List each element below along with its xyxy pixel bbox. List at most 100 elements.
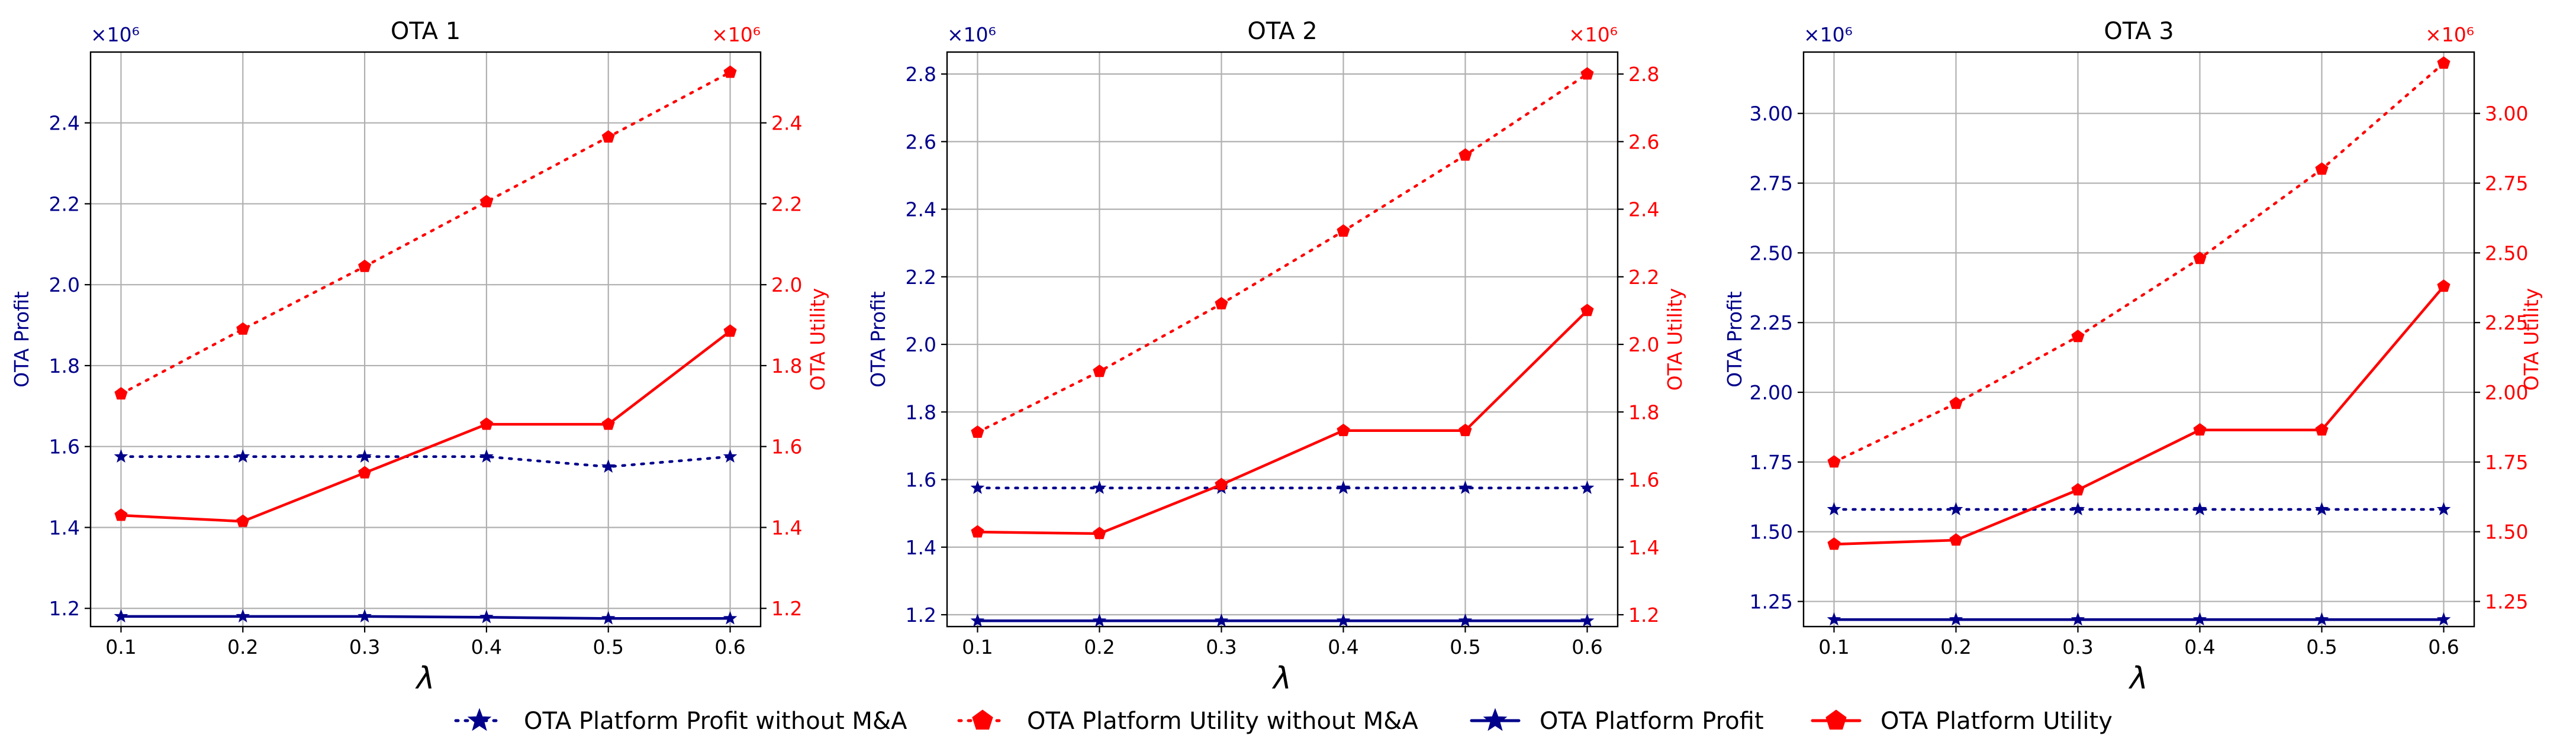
legend-marker-pentagon-icon xyxy=(1825,709,1847,730)
y-tick-label-left: 2.2 xyxy=(906,266,936,289)
x-tick-label: 0.1 xyxy=(105,635,136,659)
data-point-utility xyxy=(1827,537,1841,550)
y-axis-label-left: OTA Profit xyxy=(1723,291,1746,388)
legend-entry-profit_without: OTA Platform Profit without M&A xyxy=(454,708,907,735)
y-axis-label-left: OTA Profit xyxy=(867,291,890,388)
y-tick-label-right: 2.4 xyxy=(771,112,802,135)
y-tick-label-left: 1.8 xyxy=(49,354,80,377)
y-tick-label-right: 1.6 xyxy=(1628,469,1659,492)
y-tick-label-right: 1.2 xyxy=(771,597,802,620)
legend-entry-profit: OTA Platform Profit xyxy=(1470,708,1764,735)
exponent-label-left: ×10⁶ xyxy=(1804,23,1853,46)
data-point-utility_without xyxy=(1458,148,1472,161)
chart-panel-3: 0.1 0.2 0.3 0.4 0.5 0.6 1.25 1.50 1.75 2.00 2.25 2.… xyxy=(1723,18,2543,696)
series-line-utility xyxy=(976,309,1589,535)
data-point-utility_without xyxy=(971,425,984,438)
x-tick-label: 0.2 xyxy=(227,635,258,659)
y-tick-label-right: 2.2 xyxy=(1628,266,1659,289)
x-tick-label: 0.2 xyxy=(1940,635,1971,659)
data-point-profit_without xyxy=(2192,502,2207,516)
data-point-utility_without xyxy=(1337,224,1350,237)
data-point-profit xyxy=(1580,613,1595,627)
data-point-profit xyxy=(601,611,616,625)
y-tick-label-left: 2.8 xyxy=(906,63,936,86)
data-point-profit_without xyxy=(358,449,372,463)
data-point-utility xyxy=(2071,483,2085,496)
data-point-profit_without xyxy=(1336,480,1351,494)
y-tick-label-right: 2.0 xyxy=(1628,333,1659,356)
data-point-utility_without xyxy=(2193,251,2207,264)
data-point-utility xyxy=(723,324,737,337)
data-point-profit xyxy=(1092,613,1107,627)
x-axis-label: λ xyxy=(1271,661,1292,696)
exponent-label-left: ×10⁶ xyxy=(947,23,996,46)
y-tick-label-left: 1.2 xyxy=(49,597,80,620)
exponent-label-right: ×10⁶ xyxy=(1569,23,1618,46)
data-point-utility xyxy=(358,466,372,479)
series-line-utility xyxy=(1833,285,2445,546)
x-tick-label: 0.1 xyxy=(1818,635,1849,659)
charts-figure: 0.1 0.2 0.3 0.4 0.5 0.6 1.2 1.4 1.6 1.8 2.0 2.2 2.4 1… xyxy=(10,18,2543,696)
legend-entry-utility_without: OTA Platform Utility without M&A xyxy=(957,708,1418,735)
x-axis-label: λ xyxy=(415,661,435,696)
data-point-profit xyxy=(1458,613,1473,627)
y-tick-label-left: 1.2 xyxy=(906,603,936,627)
series-line-utility_without xyxy=(1833,62,2445,464)
data-point-utility xyxy=(601,417,615,430)
legend-entry-utility: OTA Platform Utility xyxy=(1811,708,2113,735)
data-point-profit_without xyxy=(114,449,128,463)
chart-title: OTA 3 xyxy=(2104,18,2174,45)
chart-panel-1: 0.1 0.2 0.3 0.4 0.5 0.6 1.2 1.4 1.6 1.8 2.0 2.2 2.4 1… xyxy=(10,18,829,696)
data-point-profit xyxy=(1949,612,1963,626)
data-point-utility xyxy=(1580,304,1594,317)
chart-panel-2: 0.1 0.2 0.3 0.4 0.5 0.6 1.2 1.4 1.6 1.8 2.0 2.2 2.4 2… xyxy=(867,18,1686,696)
legend-marker-star-icon xyxy=(467,708,492,731)
data-point-profit_without xyxy=(1827,502,1841,516)
y-tick-label-left: 2.25 xyxy=(1750,311,1793,334)
y-axis-label-right: OTA Utility xyxy=(1663,288,1686,391)
x-axis-label: λ xyxy=(2128,661,2148,696)
data-point-profit xyxy=(236,609,250,622)
x-tick-label: 0.5 xyxy=(2306,635,2337,659)
y-tick-label-right: 2.0 xyxy=(771,273,802,296)
y-tick-label-right: 1.50 xyxy=(2485,521,2528,544)
series-line-profit_without xyxy=(120,455,732,469)
x-tick-label: 0.4 xyxy=(1328,635,1358,659)
x-tick-label: 0.5 xyxy=(593,635,623,659)
series-line-utility xyxy=(120,330,732,523)
x-tick-label: 0.4 xyxy=(2184,635,2215,659)
data-point-profit xyxy=(1827,612,1841,626)
x-tick-label: 0.3 xyxy=(2062,635,2093,659)
x-tick-label: 0.3 xyxy=(1206,635,1237,659)
y-tick-label-right: 1.4 xyxy=(771,516,802,539)
series-line-profit xyxy=(120,615,732,620)
data-point-utility_without xyxy=(114,387,128,400)
data-point-utility xyxy=(236,514,250,527)
y-tick-label-right: 2.2 xyxy=(771,192,802,215)
y-tick-label-left: 2.0 xyxy=(49,273,80,296)
y-axis-label-left: OTA Profit xyxy=(10,291,33,388)
data-point-profit xyxy=(114,609,128,622)
x-tick-label: 0.6 xyxy=(2428,635,2459,659)
y-tick-label-left: 2.2 xyxy=(49,192,80,215)
data-point-profit_without xyxy=(1092,480,1107,494)
y-tick-label-left: 1.4 xyxy=(906,536,936,559)
plot-frame xyxy=(1802,51,2475,628)
y-tick-label-left: 2.0 xyxy=(906,333,936,356)
legend-label: OTA Platform Profit without M&A xyxy=(524,708,907,735)
y-tick-label-right: 2.50 xyxy=(2485,241,2528,264)
data-point-profit_without xyxy=(1458,480,1473,494)
data-point-utility xyxy=(971,525,984,538)
data-point-utility xyxy=(1949,533,1963,546)
data-point-utility xyxy=(114,508,128,521)
data-point-utility_without xyxy=(236,322,250,335)
data-point-utility_without xyxy=(2071,330,2085,343)
y-tick-label-right: 2.75 xyxy=(2485,172,2528,195)
x-tick-label: 0.6 xyxy=(1572,635,1602,659)
y-tick-label-right: 3.00 xyxy=(2485,102,2528,125)
x-tick-label: 0.6 xyxy=(714,635,745,659)
data-point-profit_without xyxy=(479,449,494,463)
legend-marker-pentagon-icon xyxy=(972,709,993,730)
data-point-profit xyxy=(479,609,494,624)
data-point-profit xyxy=(2314,612,2329,626)
